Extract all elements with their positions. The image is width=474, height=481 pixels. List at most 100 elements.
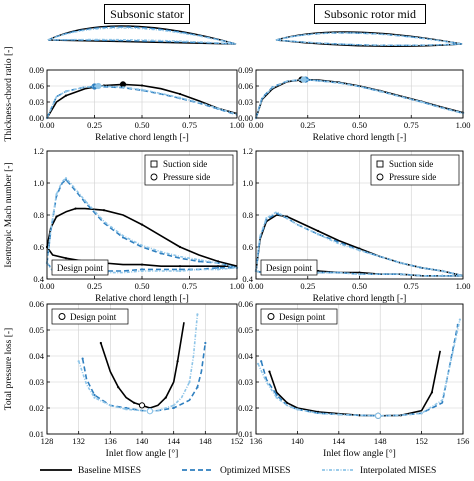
- x-axis-label: Relative chord length [-]: [95, 294, 189, 304]
- series-line-2: [46, 85, 238, 119]
- data-point: [216, 260, 220, 263]
- x-tick-label: 144: [332, 436, 346, 446]
- y-axis-label: Thickness-chord ratio [-]: [4, 47, 14, 142]
- data-point: [420, 100, 423, 104]
- y-tick-label: 0.8: [33, 210, 44, 220]
- x-tick-label: 0.50: [135, 281, 150, 291]
- data-point: [178, 92, 182, 96]
- x-axis-label: Relative chord length [-]: [95, 133, 189, 143]
- y-tick-label: 0.4: [242, 274, 253, 284]
- stator-mach-chart: 0.00 0.25 0.50 0.75 1.00 0.4 0.6 0.8 1.0 1.2 Relat…: [4, 146, 244, 304]
- data-point: [358, 249, 361, 252]
- y-tick-label: 1.0: [242, 178, 253, 188]
- stator-header: Subsonic stator: [104, 4, 190, 24]
- data-point: [260, 360, 263, 363]
- data-point: [285, 217, 289, 220]
- design-legend-box: [51, 308, 129, 325]
- data-point: [285, 401, 289, 404]
- design-legend-label: Design point: [70, 312, 117, 322]
- y-tick-label: 1.2: [242, 146, 253, 156]
- data-point: [64, 177, 68, 180]
- suction-side-label: Suction side: [389, 159, 433, 169]
- x-tick-label: 1.00: [456, 120, 471, 130]
- y-tick-label: 0.01: [238, 429, 253, 439]
- y-tick-label: 0.6: [242, 242, 253, 252]
- interpolated-legend-label: Interpolated MISES: [360, 466, 436, 476]
- data-point: [140, 268, 144, 271]
- y-tick-label: 0.02: [29, 403, 44, 413]
- data-point: [74, 207, 77, 210]
- x-tick-label: 0.25: [87, 120, 102, 130]
- data-point: [172, 406, 175, 410]
- max-marker: [95, 82, 102, 90]
- pressure-side-marker: [376, 173, 384, 181]
- data-point: [140, 269, 144, 273]
- y-tick-label: 0.05: [238, 325, 253, 335]
- x-tick-label: 0.00: [249, 281, 264, 291]
- design-point-label: Design point: [57, 263, 104, 273]
- data-point: [256, 362, 260, 365]
- x-tick-label: 0.75: [182, 120, 197, 130]
- data-point: [379, 90, 382, 93]
- data-point: [159, 250, 163, 253]
- data-point: [81, 357, 84, 360]
- x-tick-label: 0.25: [300, 281, 315, 291]
- x-tick-label: 0.50: [352, 120, 367, 130]
- data-point: [178, 268, 182, 271]
- data-point: [197, 258, 201, 261]
- data-point: [117, 386, 120, 389]
- series-line-0: [268, 350, 441, 417]
- axes-frame: [255, 69, 464, 119]
- max-marker: [375, 412, 382, 419]
- x-tick-label: 0.00: [40, 281, 55, 291]
- x-tick-label: 0.50: [135, 120, 150, 130]
- data-point: [317, 269, 320, 273]
- data-point: [271, 86, 274, 89]
- series-line-1: [46, 246, 237, 268]
- data-point: [164, 396, 167, 399]
- legend-box: [144, 154, 234, 186]
- data-point: [196, 386, 199, 389]
- data-point: [399, 261, 402, 265]
- design-legend-label: Design point: [279, 312, 326, 322]
- y-tick-label: 0.03: [238, 377, 253, 387]
- y-tick-label: 0.06: [238, 299, 253, 309]
- design-point-marker: [267, 313, 275, 320]
- data-point: [77, 360, 80, 363]
- axes-frame: [46, 303, 238, 435]
- x-tick-label: 0.75: [404, 120, 419, 130]
- pressure-side-label: Pressure side: [389, 172, 436, 182]
- data-point: [197, 260, 201, 263]
- y-tick-label: 1.0: [33, 178, 44, 188]
- x-tick-label: 0.75: [404, 281, 419, 291]
- x-tick-label: 128: [41, 436, 54, 446]
- data-point: [178, 96, 182, 99]
- data-point: [420, 412, 423, 415]
- x-tick-label: 140: [136, 436, 149, 446]
- rotor-mach-chart: 0.00 0.25 0.50 0.75 1.00 0.4 0.6 0.8 1.0 1.2 Relat…: [242, 146, 470, 304]
- x-tick-label: 1.00: [230, 281, 245, 291]
- data-point: [441, 274, 444, 277]
- y-tick-label: 0.03: [29, 377, 44, 387]
- y-tick-label: 0.05: [29, 325, 44, 335]
- data-point: [140, 223, 144, 226]
- data-point: [265, 217, 268, 220]
- data-point: [55, 193, 58, 196]
- series-line-0: [46, 207, 238, 267]
- design-point-label: Design point: [266, 263, 313, 273]
- y-tick-label: 0.4: [33, 274, 44, 284]
- design-legend-box: [260, 308, 338, 325]
- data-point: [358, 414, 361, 417]
- x-tick-label: 152: [415, 436, 428, 446]
- x-tick-label: 132: [72, 436, 85, 446]
- data-point: [140, 84, 144, 87]
- x-tick-label: 1.00: [230, 120, 245, 130]
- y-tick-label: 0.00: [238, 113, 253, 123]
- x-tick-label: 148: [374, 436, 387, 446]
- series-line-5: [255, 270, 463, 277]
- y-tick-label: 0.06: [29, 299, 44, 309]
- x-tick-label: 0.25: [300, 120, 315, 130]
- design-point-box: [51, 259, 109, 276]
- axes-frame: [255, 150, 464, 280]
